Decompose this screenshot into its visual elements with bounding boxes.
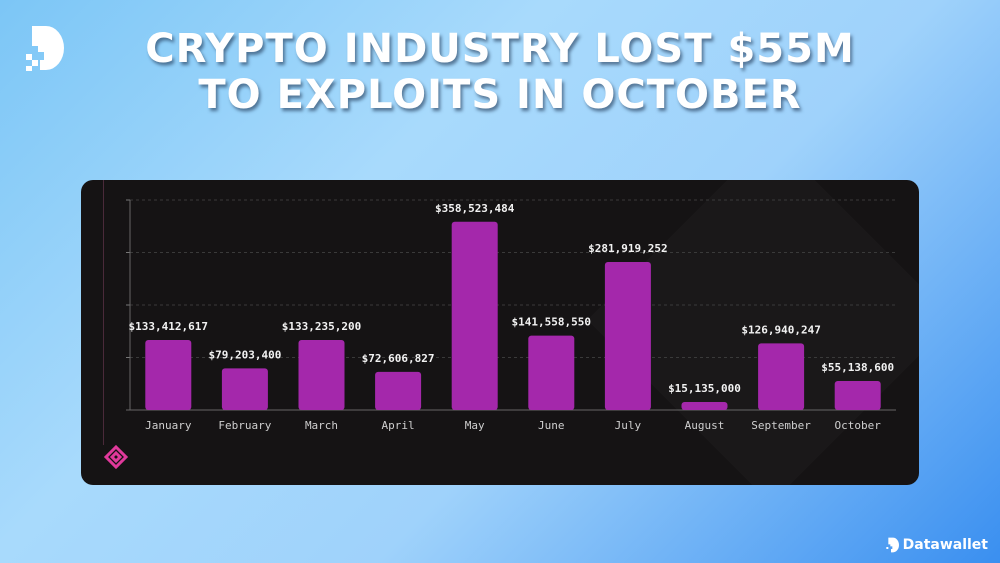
footer-brand-label: Datawallet — [902, 537, 988, 553]
datawallet-small-logo-icon — [885, 537, 899, 553]
x-tick-label: May — [465, 419, 485, 432]
value-label: $126,940,247 — [741, 323, 820, 336]
chart-card: $133,412,617 January $79,203,400 February $1… — [81, 180, 919, 485]
bar[interactable] — [834, 381, 881, 410]
side-divider — [103, 180, 104, 445]
x-tick-label: January — [145, 419, 192, 432]
datawallet-logo-icon — [26, 26, 64, 71]
bar-group-june: $141,558,550 June — [512, 316, 591, 432]
x-tick-label: April — [382, 419, 415, 432]
x-tick-label: March — [305, 419, 338, 432]
value-label: $79,203,400 — [208, 348, 281, 361]
value-label: $55,138,600 — [821, 361, 894, 374]
bar[interactable] — [758, 343, 805, 410]
bar-group-january: $133,412,617 January — [129, 320, 208, 432]
value-label: $133,412,617 — [129, 320, 208, 333]
bar[interactable] — [221, 368, 268, 410]
bar-group-february: $79,203,400 February — [208, 348, 281, 432]
x-tick-label: February — [218, 419, 271, 432]
bar[interactable] — [528, 335, 575, 410]
x-tick-label: October — [835, 419, 882, 432]
title-line-1: CRYPTO INDUSTRY LOST $55M — [145, 26, 855, 72]
value-label: $141,558,550 — [512, 316, 591, 329]
title-line-2: TO EXPLOITS IN OCTOBER — [198, 72, 802, 118]
value-label: $281,919,252 — [588, 242, 667, 255]
x-tick-label: July — [615, 419, 642, 432]
x-tick-label: September — [751, 419, 811, 432]
bar[interactable] — [604, 261, 651, 410]
bar-chart: $133,412,617 January $79,203,400 February $1… — [126, 199, 896, 432]
bar[interactable] — [375, 371, 422, 410]
bar-group-may: $358,523,484 May — [435, 202, 515, 432]
value-label: $358,523,484 — [435, 202, 515, 215]
bar-group-september: $126,940,247 September — [741, 323, 820, 432]
exploit-brand-icon — [103, 444, 129, 470]
bar-group-october: $55,138,600 October — [821, 361, 894, 432]
bar[interactable] — [298, 340, 345, 410]
bar[interactable] — [145, 339, 192, 410]
bar[interactable] — [681, 402, 728, 410]
x-tick-label: June — [538, 419, 565, 432]
value-label: $15,135,000 — [668, 382, 741, 395]
value-label: $133,235,200 — [282, 320, 361, 333]
x-tick-label: August — [685, 419, 725, 432]
bar[interactable] — [451, 221, 498, 410]
bar-group-august: $15,135,000 August — [668, 382, 741, 432]
footer-brand: Datawallet — [885, 537, 988, 553]
value-label: $72,606,827 — [362, 352, 435, 365]
page-title: CRYPTO INDUSTRY LOST $55M TO EXPLOITS IN… — [0, 26, 1000, 118]
bar-group-july: $281,919,252 July — [588, 242, 667, 432]
bar-group-april: $72,606,827 April — [362, 352, 435, 432]
bar-group-march: $133,235,200 March — [282, 320, 361, 432]
